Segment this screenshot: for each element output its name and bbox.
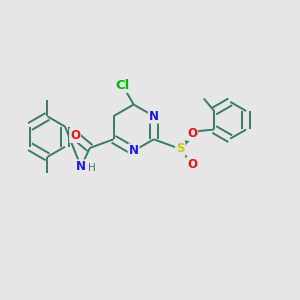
Text: O: O bbox=[187, 158, 197, 171]
Text: O: O bbox=[187, 127, 197, 140]
Text: S: S bbox=[176, 142, 184, 155]
Text: N: N bbox=[129, 144, 139, 158]
Text: O: O bbox=[70, 129, 80, 142]
Text: N: N bbox=[76, 160, 86, 173]
Text: Cl: Cl bbox=[116, 79, 130, 92]
Text: N: N bbox=[149, 110, 159, 123]
Text: H: H bbox=[88, 163, 96, 173]
